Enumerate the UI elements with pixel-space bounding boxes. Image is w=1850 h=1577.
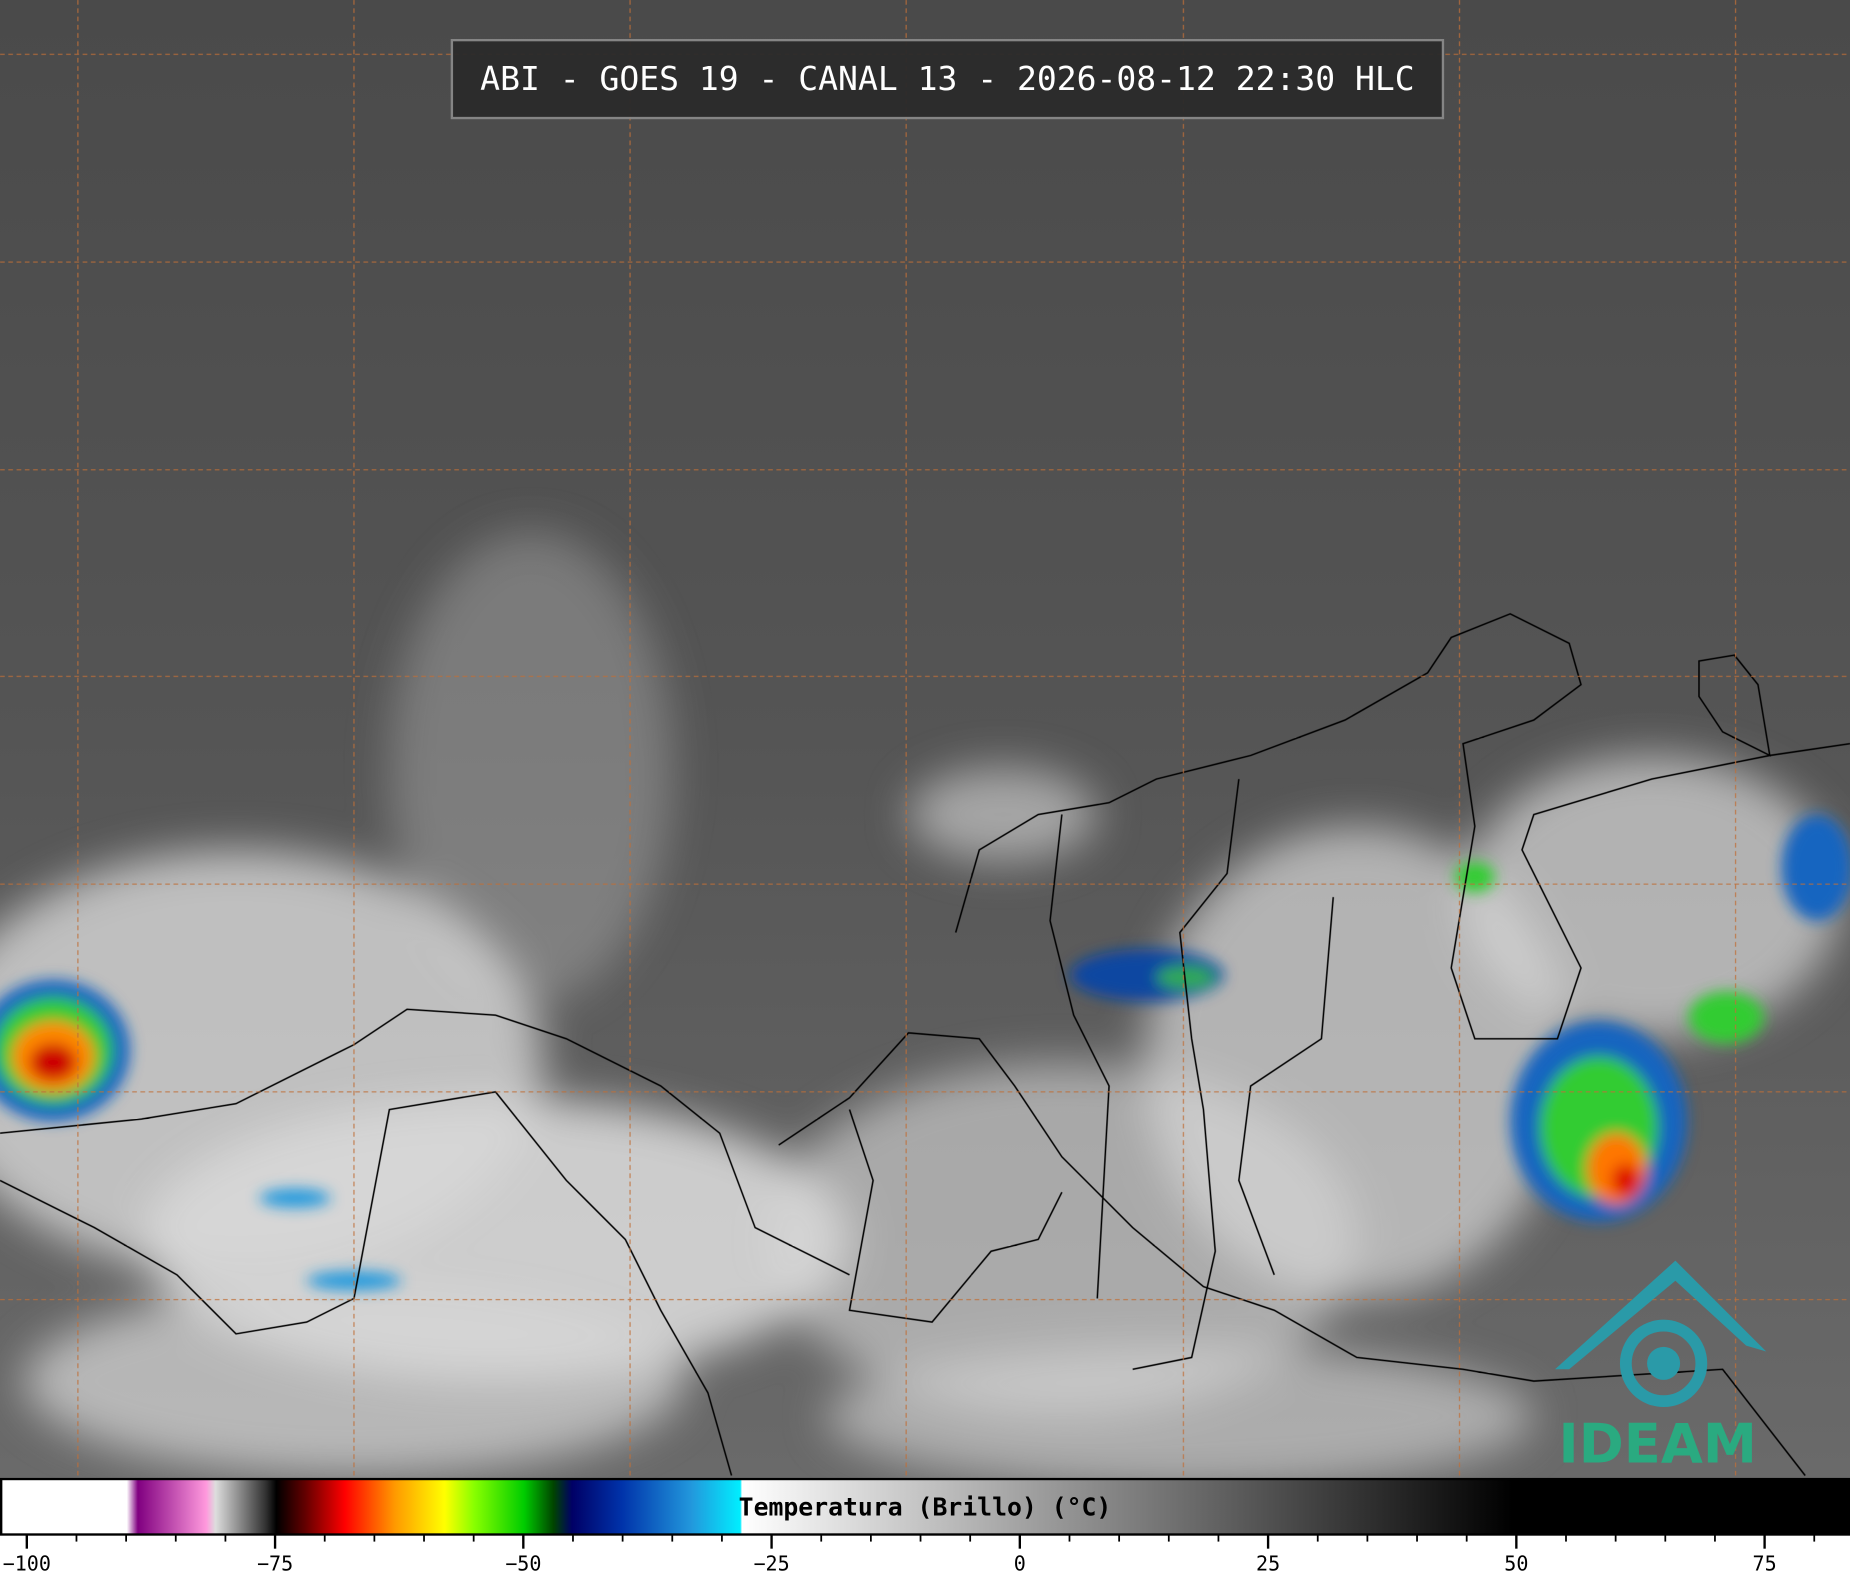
tick-label: 75 (1753, 1552, 1777, 1576)
title: ABI - GOES 19 - CANAL 13 - 2026-08-12 22… (480, 59, 1414, 98)
tick-label: 50 (1504, 1552, 1528, 1576)
tick-label: −50 (505, 1552, 541, 1576)
colorbar-label: Temperatura (Brillo) (°C) (739, 1493, 1112, 1522)
graticule (0, 0, 1850, 1478)
colorbar (0, 1477, 1850, 1536)
tick-label: −25 (753, 1552, 789, 1576)
tick-label: −75 (257, 1552, 293, 1576)
tick-label: −100 (3, 1552, 51, 1576)
title-box (450, 38, 1445, 120)
colorbar-ticks: −100 −75 −50 −25 0 25 50 75 (3, 1534, 1816, 1576)
logo-text: IDEAM (1559, 1412, 1757, 1475)
logo: IDEAM (1555, 1260, 1767, 1475)
tick-label: 0 (1014, 1552, 1026, 1576)
convective-cells (0, 814, 1850, 1291)
cloud-cover (0, 531, 1841, 1488)
coastlines (0, 612, 1850, 1476)
tick-label: 25 (1256, 1552, 1280, 1576)
